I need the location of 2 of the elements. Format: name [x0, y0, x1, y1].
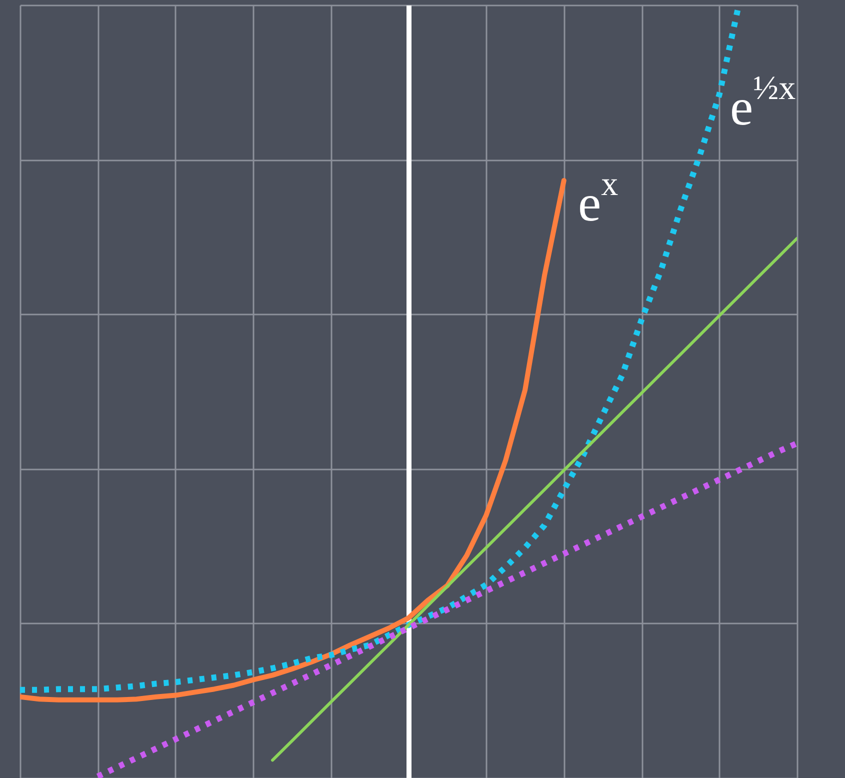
annotation: e$^{x}$	[578, 166, 618, 232]
annotation: e$^{½x}$	[730, 70, 796, 136]
